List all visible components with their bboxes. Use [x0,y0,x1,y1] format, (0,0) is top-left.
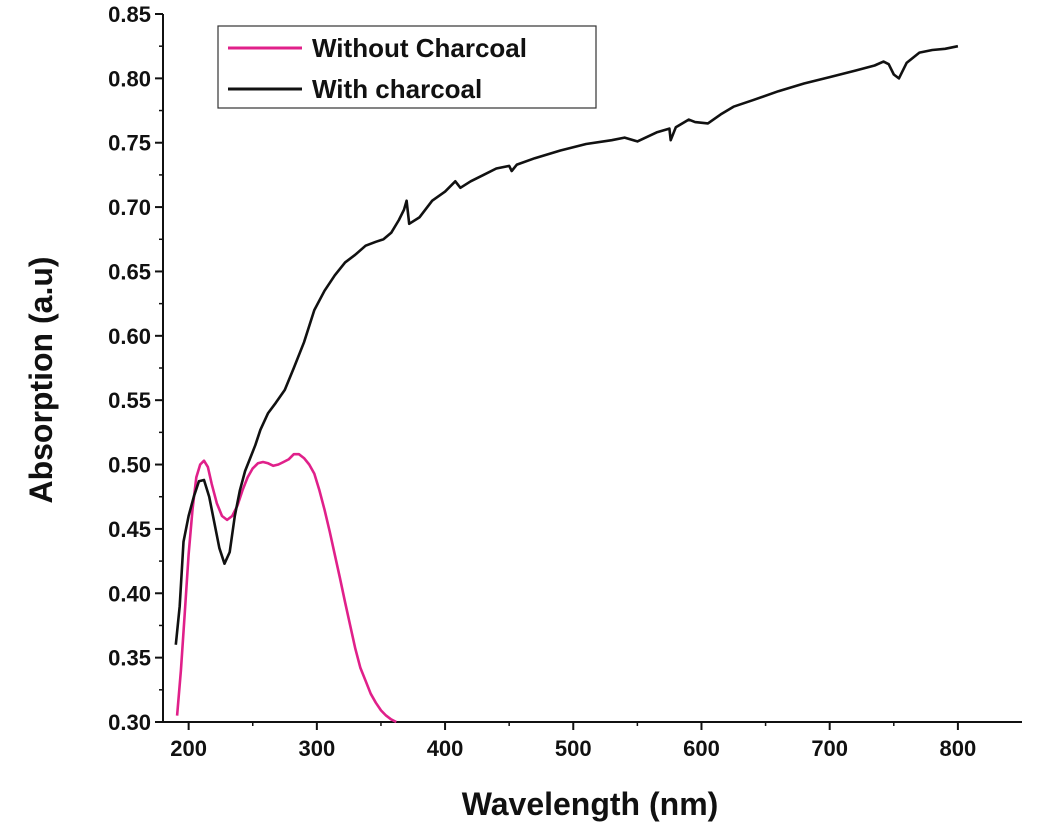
x-tick-label: 800 [940,736,977,761]
y-tick-label: 0.45 [108,517,151,542]
legend-box [217,25,597,109]
x-axis-title: Wavelength (nm) [462,786,719,822]
x-tick-label: 600 [683,736,720,761]
y-tick-label: 0.55 [108,388,151,413]
y-tick-label: 0.75 [108,131,151,156]
y-tick-label: 0.30 [108,710,151,735]
legend-label-with-charcoal: With charcoal [312,74,482,104]
axes: 0.30 0.35 0.40 0.45 0.50 0.55 0.60 0.65 0.70 0.75… [108,2,1022,761]
series-line-without-charcoal [175,452,397,724]
legend-label-without-charcoal: Without Charcoal [312,33,527,63]
x-tick-label: 300 [298,736,335,761]
y-tick-label: 0.35 [108,646,151,671]
y-tick-label: 0.70 [108,195,151,220]
y-tick-label: 0.65 [108,259,151,284]
y-axis-title: Absorption (a.u) [23,256,59,503]
y-tick-label: 0.85 [108,2,151,27]
y-tick-label: 0.60 [108,324,151,349]
series-line-with-charcoal [174,44,959,645]
y-tick-label: 0.50 [108,453,151,478]
x-tick-label: 400 [427,736,464,761]
x-tick-label: 500 [555,736,592,761]
legend: Without Charcoal With charcoal [217,25,597,109]
y-tick-label: 0.40 [108,581,151,606]
x-tick-label: 200 [170,736,207,761]
x-tick-label: 700 [811,736,848,761]
y-tick-label: 0.80 [108,66,151,91]
series-lines [174,44,959,724]
